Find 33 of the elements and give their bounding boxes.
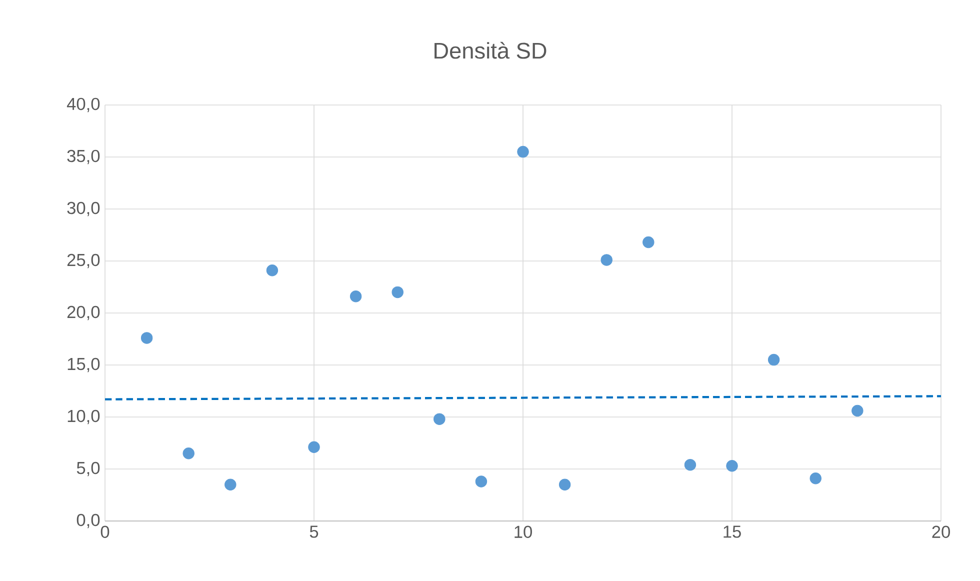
point (350, 290, 362, 302)
x-tick-label: 10 (514, 526, 532, 538)
y-tick-label: 40,0 (66, 98, 100, 112)
point (768, 354, 780, 366)
point (475, 476, 488, 488)
point (517, 146, 529, 158)
point (810, 472, 822, 484)
point (684, 458, 696, 471)
point (266, 264, 278, 276)
y-tick-label: 35,0 (67, 150, 100, 164)
point (600, 254, 612, 266)
x-tick-label: 20 (932, 526, 950, 538)
y-tick-label: 20,0 (67, 306, 100, 320)
y-tick-label: 25,0 (67, 254, 100, 268)
chart-title: Densità SD (434, 42, 546, 59)
y-tick-label: 30,0 (67, 202, 100, 216)
y-tick-label: 0,0 (76, 514, 100, 528)
point (852, 404, 864, 417)
point (434, 413, 446, 425)
y-tick-label: 5,0 (76, 462, 100, 476)
y-tick-label: 10,0 (68, 410, 100, 424)
x-tick-label: 0 (100, 526, 110, 538)
x-tick-label: 5 (310, 526, 318, 538)
x-tick-label: 15 (724, 526, 741, 538)
y-tick-label: 15,0 (68, 358, 100, 372)
point (140, 332, 153, 344)
point (642, 236, 654, 248)
point (182, 448, 194, 460)
point (224, 478, 236, 490)
point (726, 460, 738, 472)
point (392, 286, 404, 298)
point (558, 478, 571, 490)
point (308, 441, 320, 454)
